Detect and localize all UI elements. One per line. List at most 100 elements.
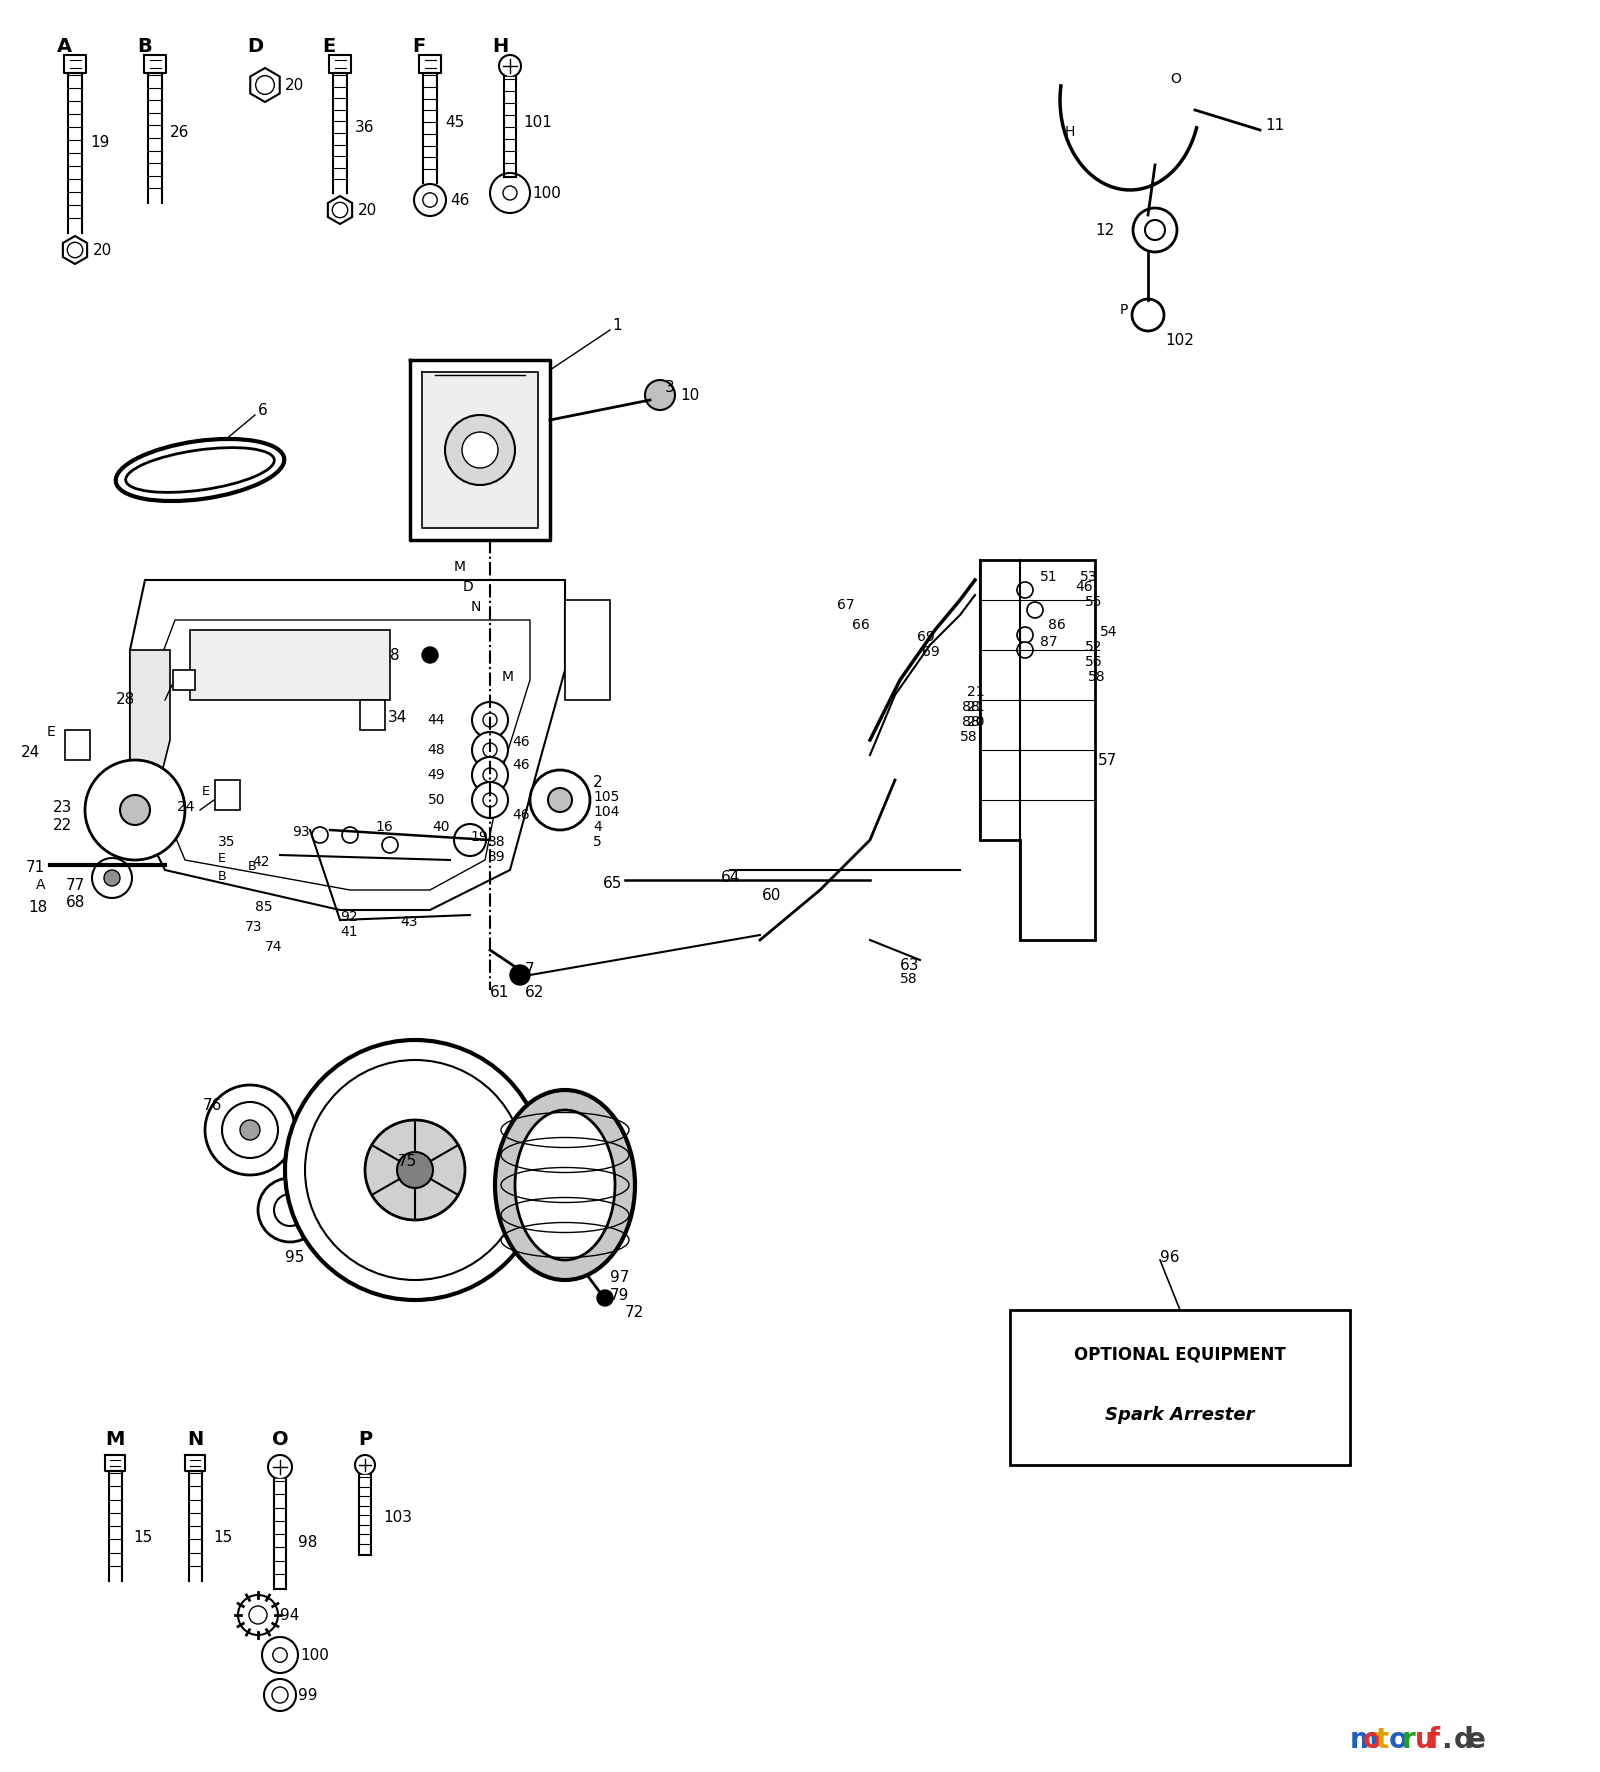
Circle shape: [462, 432, 498, 468]
Text: 79: 79: [610, 1288, 629, 1302]
Circle shape: [472, 732, 509, 767]
Circle shape: [645, 379, 675, 409]
Text: 104: 104: [594, 804, 619, 819]
Text: 86: 86: [1048, 618, 1066, 633]
Text: 50: 50: [427, 794, 445, 806]
Text: 64: 64: [720, 870, 739, 884]
Text: 20: 20: [358, 202, 378, 218]
Text: D: D: [462, 579, 474, 594]
Circle shape: [490, 174, 530, 213]
Text: 19: 19: [470, 829, 488, 843]
Circle shape: [454, 824, 486, 856]
Polygon shape: [189, 1471, 202, 1581]
Polygon shape: [422, 372, 538, 528]
Text: t: t: [1376, 1726, 1389, 1754]
Text: 12: 12: [1096, 223, 1115, 237]
Circle shape: [272, 1648, 288, 1662]
Text: E: E: [322, 37, 336, 57]
Text: 41: 41: [339, 925, 358, 939]
Text: 6: 6: [258, 402, 267, 418]
Text: O: O: [272, 1430, 288, 1449]
Text: 40: 40: [432, 820, 450, 835]
Text: 63: 63: [899, 959, 920, 973]
Text: 68: 68: [66, 895, 85, 911]
Text: 69: 69: [922, 645, 941, 659]
Text: 77: 77: [66, 877, 85, 893]
Text: 49: 49: [427, 767, 445, 781]
Circle shape: [342, 828, 358, 843]
Text: 10: 10: [680, 388, 699, 402]
Text: N: N: [470, 601, 482, 615]
Polygon shape: [106, 1455, 125, 1471]
Text: A: A: [35, 877, 45, 891]
Circle shape: [1133, 299, 1165, 331]
Polygon shape: [422, 73, 437, 183]
Text: 85: 85: [254, 900, 272, 914]
Text: 88: 88: [962, 700, 979, 714]
Text: P: P: [358, 1430, 373, 1449]
Text: 76: 76: [202, 1099, 222, 1113]
Text: r: r: [1402, 1726, 1416, 1754]
Polygon shape: [214, 780, 240, 810]
Polygon shape: [504, 76, 515, 177]
Polygon shape: [190, 631, 390, 700]
Text: 34: 34: [387, 711, 408, 725]
Text: 56: 56: [1085, 656, 1102, 670]
Text: 93: 93: [293, 826, 310, 838]
Polygon shape: [186, 1455, 205, 1471]
Circle shape: [274, 1194, 306, 1226]
Text: E: E: [218, 852, 226, 865]
Circle shape: [414, 184, 446, 216]
Polygon shape: [250, 67, 280, 103]
Circle shape: [104, 870, 120, 886]
Text: 103: 103: [382, 1510, 413, 1526]
Text: OPTIONAL EQUIPMENT: OPTIONAL EQUIPMENT: [1074, 1347, 1286, 1364]
Circle shape: [312, 828, 328, 843]
Circle shape: [250, 1605, 267, 1623]
Text: 28: 28: [115, 693, 134, 707]
Polygon shape: [144, 55, 166, 73]
Circle shape: [1018, 627, 1034, 643]
Polygon shape: [130, 579, 565, 911]
Text: B: B: [218, 870, 227, 882]
Text: 75: 75: [397, 1155, 416, 1170]
Text: 35: 35: [218, 835, 235, 849]
Circle shape: [472, 702, 509, 737]
Text: 5: 5: [594, 835, 602, 849]
Text: M: M: [502, 670, 514, 684]
Polygon shape: [109, 1471, 122, 1581]
Circle shape: [483, 767, 498, 781]
Text: 21: 21: [968, 686, 986, 698]
Text: 54: 54: [1101, 626, 1117, 640]
Circle shape: [382, 836, 398, 852]
Text: 48: 48: [427, 742, 445, 757]
Text: 100: 100: [301, 1648, 330, 1662]
Text: 58: 58: [1088, 670, 1106, 684]
Text: 39: 39: [488, 851, 506, 865]
Circle shape: [1018, 641, 1034, 657]
Text: 22: 22: [53, 819, 72, 833]
Text: 2: 2: [594, 774, 603, 790]
Text: 57: 57: [1098, 753, 1117, 767]
Text: 67: 67: [837, 597, 854, 611]
Text: 24: 24: [178, 799, 195, 813]
Text: e: e: [1467, 1726, 1486, 1754]
Circle shape: [1146, 220, 1165, 239]
Polygon shape: [330, 55, 350, 73]
Circle shape: [333, 202, 347, 218]
Polygon shape: [358, 1474, 371, 1556]
Text: 101: 101: [523, 115, 552, 129]
Text: 21: 21: [968, 700, 986, 714]
Text: 44: 44: [427, 712, 445, 727]
Text: 92: 92: [339, 911, 358, 923]
Text: 58: 58: [960, 730, 978, 744]
Circle shape: [269, 1455, 291, 1480]
Polygon shape: [333, 73, 347, 193]
Text: B: B: [248, 859, 256, 874]
Polygon shape: [419, 55, 442, 73]
Text: 46: 46: [512, 808, 530, 822]
Text: d: d: [1454, 1726, 1474, 1754]
Text: 3: 3: [666, 379, 675, 395]
Text: m: m: [1350, 1726, 1379, 1754]
Circle shape: [502, 186, 517, 200]
